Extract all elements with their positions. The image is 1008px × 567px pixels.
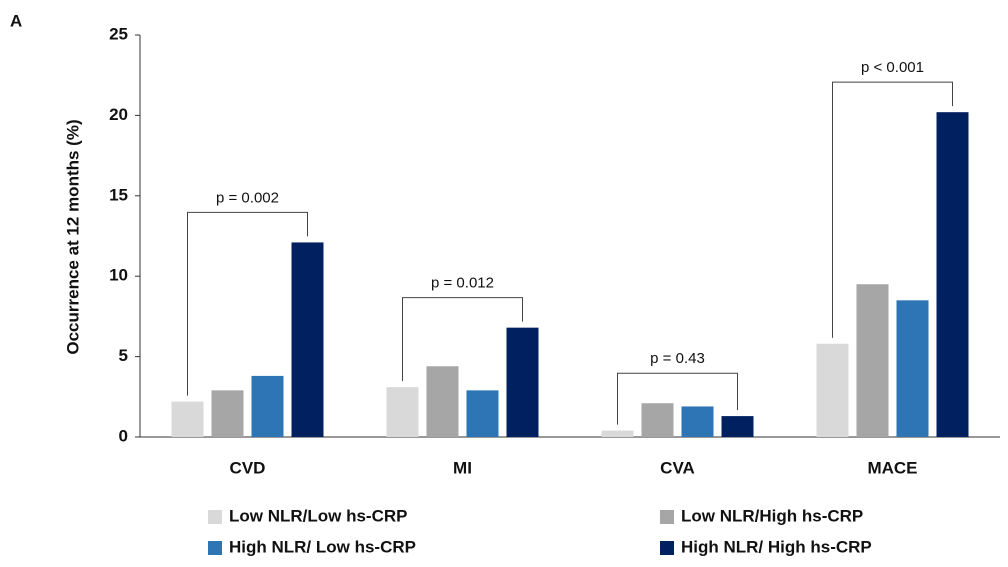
annotation: p = 0.002	[216, 189, 279, 206]
y-tick-label: 0	[119, 426, 128, 445]
legend-label: High NLR/ Low hs-CRP	[229, 537, 416, 556]
x-tick-label: MI	[453, 458, 472, 477]
y-tick-label: 10	[109, 266, 128, 285]
bar	[816, 343, 849, 437]
bar	[386, 387, 419, 437]
bar	[721, 416, 754, 437]
x-tick-label: CVD	[230, 458, 266, 477]
legend-swatch	[208, 510, 222, 524]
bar	[426, 366, 459, 437]
bracket	[617, 372, 738, 425]
y-axis-label: Occurrence at 12 months (%)	[63, 119, 82, 354]
bracket	[402, 297, 523, 382]
bar	[211, 390, 244, 437]
legend-swatch	[660, 541, 674, 555]
bar	[251, 375, 284, 437]
bar	[896, 300, 929, 437]
bar	[291, 242, 324, 437]
x-tick-label: CVA	[660, 458, 695, 477]
y-tick-label: 5	[119, 346, 128, 365]
bar	[466, 390, 499, 437]
bar	[171, 401, 204, 437]
bar	[506, 327, 539, 437]
bracket	[187, 211, 308, 396]
bar	[601, 430, 634, 437]
bar	[936, 112, 969, 438]
legend-label: High NLR/ High hs-CRP	[681, 537, 872, 556]
legend-label: Low NLR/Low hs-CRP	[229, 506, 407, 525]
bracket	[832, 81, 953, 338]
x-tick-label: MACE	[867, 458, 917, 477]
bar	[681, 406, 714, 437]
panel-label: A	[10, 11, 22, 30]
annotation: p < 0.001	[861, 59, 924, 76]
bar	[856, 284, 889, 437]
y-tick-label: 15	[109, 185, 128, 204]
bar	[641, 403, 674, 437]
annotation: p = 0.012	[431, 275, 494, 292]
legend-swatch	[660, 510, 674, 524]
legend-label: Low NLR/High hs-CRP	[681, 506, 863, 525]
y-tick-label: 20	[109, 105, 128, 124]
legend-swatch	[208, 541, 222, 555]
y-tick-label: 25	[109, 24, 128, 43]
annotation: p = 0.43	[650, 350, 705, 367]
